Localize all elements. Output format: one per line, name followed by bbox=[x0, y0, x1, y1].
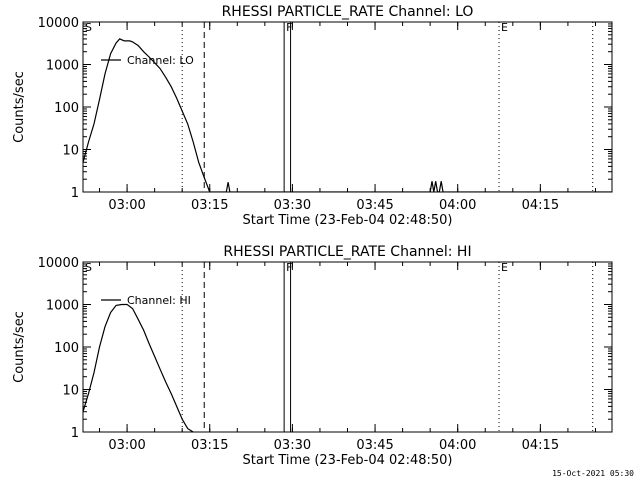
chart-title: RHESSI PARTICLE_RATE Channel: LO bbox=[222, 4, 474, 20]
chart-panel-2: RHESSI PARTICLE_RATE Channel: HI 1 10 100 10… bbox=[12, 244, 613, 468]
y-tick-label: 1000 bbox=[46, 299, 79, 314]
y-tick-label: 1 bbox=[71, 186, 79, 201]
y-tick-label: 1 bbox=[71, 426, 79, 441]
chart-panel-1: RHESSI PARTICLE_RATE Channel: LO 1 10 100 10… bbox=[12, 4, 613, 228]
plot-frame bbox=[82, 21, 613, 193]
x-tick-label: 03:30 bbox=[274, 198, 311, 213]
series-line-1 bbox=[83, 38, 612, 192]
chart-title: RHESSI PARTICLE_RATE Channel: HI bbox=[223, 244, 471, 260]
y-tick-label: 1000 bbox=[46, 59, 79, 74]
x-tick-label: 03:00 bbox=[108, 198, 145, 213]
x-tick-label: 03:15 bbox=[191, 198, 228, 213]
marker-label-s: S bbox=[85, 261, 92, 274]
plot-frame bbox=[82, 261, 613, 433]
marker-label-f: F bbox=[286, 21, 292, 34]
x-tick-label: 03:30 bbox=[274, 438, 311, 453]
footer-timestamp: 15-Oct-2021 05:30 bbox=[552, 469, 634, 478]
y-axis-label: Counts/sec bbox=[12, 311, 27, 383]
marker-label-f: F bbox=[286, 261, 292, 274]
y-tick-label: 100 bbox=[54, 341, 79, 356]
y-tick-label: 10000 bbox=[38, 16, 79, 31]
x-axis-label: Start Time (23-Feb-04 02:48:50) bbox=[243, 213, 453, 228]
x-axis-label: Start Time (23-Feb-04 02:48:50) bbox=[243, 453, 453, 468]
x-tick-label: 03:00 bbox=[108, 438, 145, 453]
x-tick-label: 03:15 bbox=[191, 438, 228, 453]
x-tick-label: 04:15 bbox=[522, 198, 559, 213]
x-tick-label: 04:15 bbox=[522, 438, 559, 453]
legend-label: Channel: LO bbox=[127, 54, 194, 67]
legend-label: Channel: HI bbox=[127, 294, 191, 307]
series-line-1 bbox=[83, 303, 194, 432]
marker-label-e: E bbox=[501, 21, 508, 34]
y-tick-label: 10000 bbox=[38, 256, 79, 271]
marker-label-e: E bbox=[501, 261, 508, 274]
x-tick-label: 04:00 bbox=[439, 438, 476, 453]
x-tick-label: 03:45 bbox=[356, 198, 393, 213]
y-tick-label: 10 bbox=[62, 144, 79, 159]
y-tick-label: 100 bbox=[54, 101, 79, 116]
y-tick-label: 10 bbox=[62, 384, 79, 399]
x-tick-label: 04:00 bbox=[439, 198, 476, 213]
marker-label-s: S bbox=[85, 21, 92, 34]
y-axis-label: Counts/sec bbox=[12, 71, 27, 143]
x-tick-label: 03:45 bbox=[356, 438, 393, 453]
